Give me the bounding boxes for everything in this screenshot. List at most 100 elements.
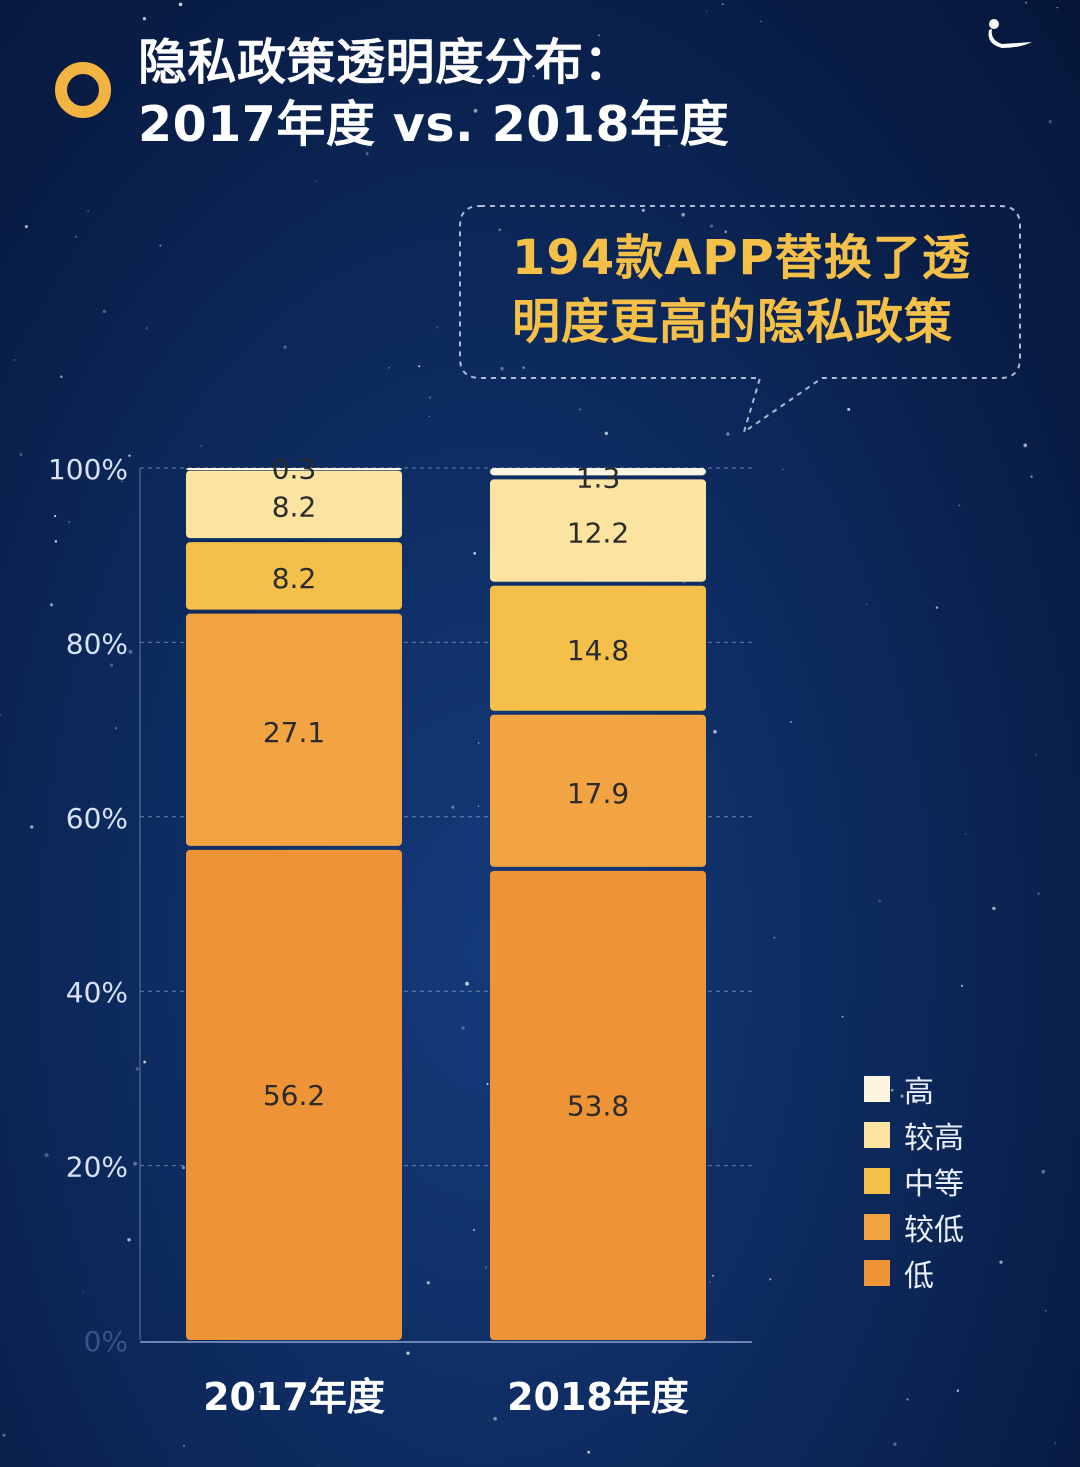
star [461, 1026, 465, 1030]
star [128, 649, 133, 654]
x-category-label: 2018年度 [507, 1375, 689, 1419]
star [283, 345, 287, 349]
star [587, 1450, 591, 1454]
star [760, 20, 762, 23]
star [900, 1094, 904, 1098]
star [365, 152, 369, 156]
y-tick-label: 100% [48, 453, 128, 486]
y-tick-label: 80% [66, 627, 128, 660]
star [472, 1228, 476, 1232]
star [906, 1398, 909, 1401]
star [135, 1066, 140, 1071]
star [143, 1060, 147, 1064]
star [181, 54, 183, 56]
bar-segment [490, 585, 706, 711]
star [75, 236, 77, 238]
star [852, 199, 855, 202]
star [133, 1161, 137, 1166]
bar-value-label: 14.8 [567, 634, 629, 667]
star [893, 1442, 897, 1446]
bar-value-label: 56.2 [263, 1079, 325, 1112]
star [960, 984, 964, 987]
star [2, 1433, 6, 1437]
star [473, 108, 478, 113]
star [406, 1351, 410, 1355]
bar-value-label: 8.2 [272, 562, 317, 595]
star [188, 71, 193, 76]
x-category-label: 2017年度 [203, 1375, 385, 1419]
bar-segment [490, 870, 706, 1340]
star [182, 1166, 186, 1170]
star [128, 454, 131, 457]
bar-segment [490, 479, 706, 582]
star [49, 603, 54, 607]
legend-label: 低 [904, 1259, 934, 1294]
star [178, 2, 183, 7]
legend-label: 较高 [904, 1121, 964, 1156]
star [668, 145, 670, 147]
star [1023, 443, 1028, 448]
star [30, 825, 34, 829]
bar-value-label: 53.8 [567, 1089, 629, 1122]
star [866, 603, 868, 606]
star [1048, 119, 1053, 124]
star [315, 180, 318, 183]
callout-text: 194款APP替换了透 明度更高的隐私政策 [512, 226, 1012, 354]
bar-segment [186, 470, 402, 539]
star [54, 540, 58, 543]
bar-value-label: 1.3 [576, 461, 621, 494]
legend-item: 较高 [864, 1112, 964, 1158]
legend-item: 较低 [864, 1204, 964, 1250]
star [418, 365, 421, 368]
star [13, 359, 16, 361]
star [0, 713, 2, 716]
bar-segment [490, 468, 706, 476]
star [54, 515, 57, 518]
star [473, 552, 477, 555]
star [672, 125, 676, 128]
star [436, 326, 439, 329]
star [484, 1266, 488, 1269]
star [773, 936, 776, 939]
star [109, 663, 114, 667]
star [769, 1278, 772, 1281]
bar-value-label: 12.2 [567, 517, 629, 550]
star [428, 395, 432, 399]
star [258, 1390, 261, 1393]
star [708, 111, 712, 114]
star [356, 39, 358, 42]
chart-title: 隐私政策透明度分布： 2017年度 vs. 2018年度 [138, 32, 729, 156]
star [1054, 1442, 1057, 1444]
star [68, 520, 71, 523]
star [890, 1088, 894, 1092]
star [706, 10, 708, 12]
star [992, 906, 996, 911]
star [721, 3, 724, 6]
star [956, 1389, 959, 1392]
bar-value-label: 8.2 [272, 490, 317, 523]
star [999, 1260, 1003, 1264]
star [569, 1382, 572, 1385]
star [841, 1015, 844, 1018]
bar-segment [186, 613, 402, 846]
star [477, 742, 480, 744]
star [317, 1464, 319, 1466]
legend-label: 中等 [904, 1167, 964, 1202]
bar-segment [186, 468, 402, 470]
star [914, 1100, 918, 1104]
star [409, 131, 412, 135]
bar-segment [186, 849, 402, 1340]
y-tick-label: 0% [84, 1325, 128, 1358]
legend-swatch [864, 1122, 890, 1148]
star [782, 468, 784, 471]
star [1030, 475, 1033, 478]
star [451, 805, 455, 809]
star [60, 375, 63, 379]
bar-value-label: 27.1 [263, 716, 325, 749]
star [287, 1402, 289, 1404]
star [102, 309, 107, 314]
y-tick-label: 40% [66, 976, 128, 1009]
star [388, 366, 391, 369]
legend-swatch [864, 1168, 890, 1194]
